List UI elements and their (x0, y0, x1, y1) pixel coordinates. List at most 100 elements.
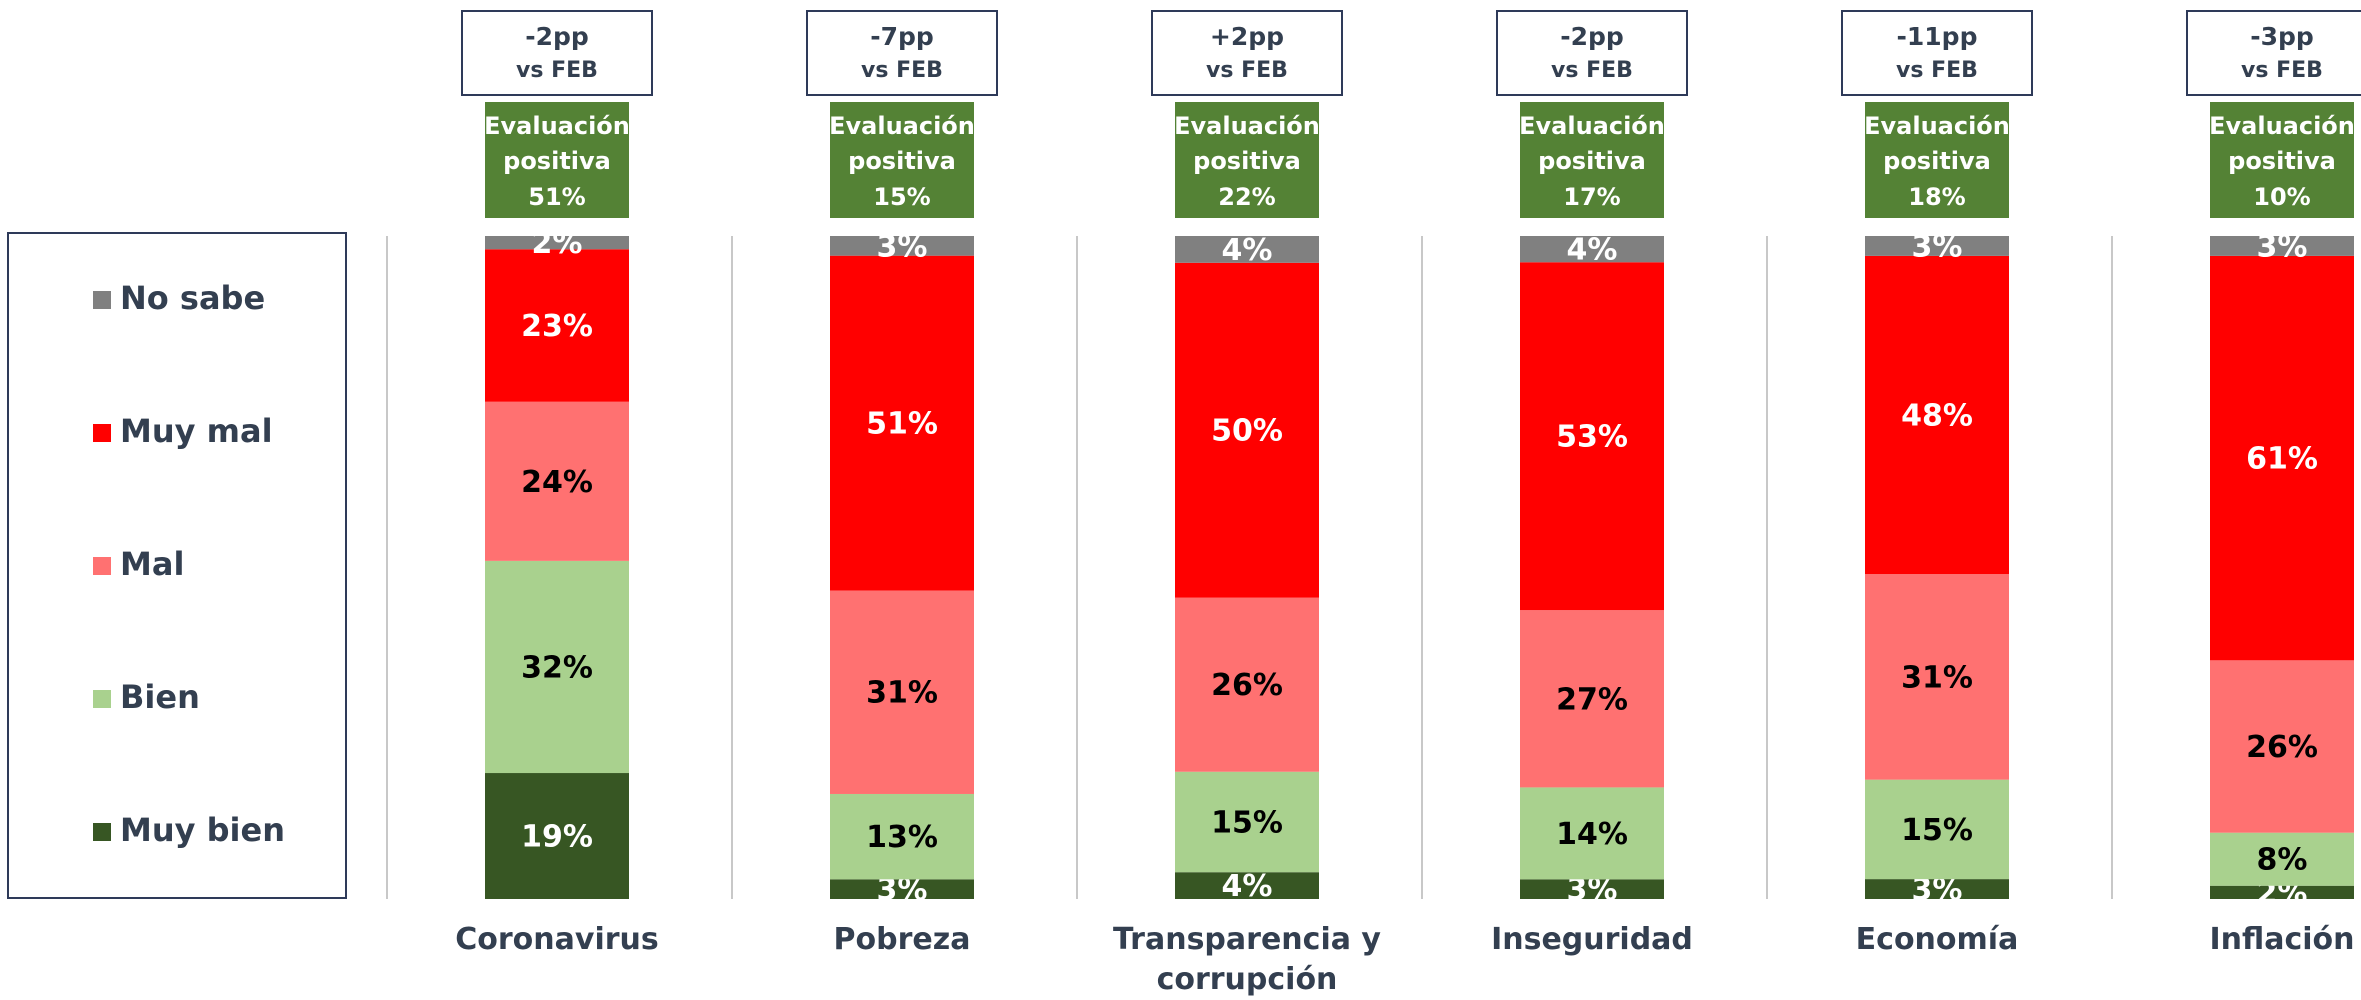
data-label: 14% (1556, 817, 1628, 852)
change-label: vs FEB (2241, 58, 2323, 83)
bar-segment (830, 793, 974, 880)
bar-segment (830, 236, 974, 256)
positive-label-line: Evaluación (1519, 112, 1665, 140)
positive-box (1865, 102, 2009, 218)
positive-label: Evaluación positiva (1864, 112, 2010, 175)
positive-label-line: positiva (1883, 147, 1991, 175)
data-label: 3% (1912, 229, 1963, 264)
data-label: 31% (866, 676, 938, 711)
change-label: vs FEB (1551, 58, 1633, 83)
x-tick-label: Economía (1855, 922, 2019, 957)
data-label: 3% (877, 229, 928, 264)
data-label: 23% (521, 309, 593, 344)
x-tick-label: Coronavirus (455, 922, 659, 957)
positive-box (1175, 102, 1319, 218)
bar-segment (1520, 262, 1664, 611)
x-tick-label: Inflación (2209, 922, 2355, 957)
positive-label-line: Evaluación (829, 112, 975, 140)
change-label: vs FEB (516, 58, 598, 83)
bar-segment (2210, 236, 2354, 256)
data-label: 53% (1556, 420, 1628, 455)
bar-segment (1520, 879, 1664, 899)
bar-segment (485, 236, 629, 250)
positive-value: 18% (1908, 183, 1965, 211)
data-label: 50% (1211, 414, 1283, 449)
positive-value: 17% (1563, 183, 1620, 211)
positive-label: Evaluación positiva (829, 112, 975, 175)
bar-segment (2210, 660, 2354, 833)
bar-segment (2210, 885, 2354, 899)
data-label: 32% (521, 650, 593, 685)
positive-label-line: Evaluación (1174, 112, 1320, 140)
bar-segment (485, 773, 629, 899)
positive-label-line: positiva (848, 147, 956, 175)
positive-label-line: positiva (1193, 147, 1301, 175)
data-label: 61% (2246, 442, 2318, 477)
x-tick-label: Inseguridad (1491, 922, 1693, 957)
bar-segment (485, 401, 629, 561)
data-label: 4% (1222, 233, 1273, 268)
positive-label: Evaluación positiva (2209, 112, 2355, 175)
legend-swatch (93, 823, 111, 841)
positive-value: 10% (2253, 183, 2310, 211)
change-box (806, 10, 998, 96)
data-label: 26% (2246, 730, 2318, 765)
bar-segment (1175, 597, 1319, 772)
positive-label-line: positiva (503, 147, 611, 175)
change-box (2186, 10, 2361, 96)
bar-segment (1865, 236, 2009, 256)
data-label: 31% (1901, 660, 1973, 695)
positive-label-line: positiva (2228, 147, 2336, 175)
positive-value: 15% (873, 183, 930, 211)
data-label: 8% (2257, 843, 2308, 878)
x-tick-label: Transparencia y corrupción (1113, 922, 1381, 997)
change-label: vs FEB (1206, 58, 1288, 83)
change-box (461, 10, 653, 96)
legend-label: Mal (120, 545, 184, 583)
bar-segment (830, 879, 974, 899)
legend-swatch (93, 690, 111, 708)
legend-box (7, 232, 347, 899)
data-label: 19% (521, 820, 593, 855)
positive-box (2210, 102, 2354, 218)
data-label: 15% (1901, 813, 1973, 848)
positive-label: Evaluación positiva (1519, 112, 1665, 175)
change-label: vs FEB (1896, 58, 1978, 83)
legend-swatch (93, 424, 111, 442)
bar-segment (2210, 255, 2354, 661)
positive-label-line: Evaluación (2209, 112, 2355, 140)
bar-segment (1175, 771, 1319, 873)
change-box (1496, 10, 1688, 96)
legend-label: Bien (120, 678, 200, 716)
positive-label: Evaluación positiva (1174, 112, 1320, 175)
positive-label-line: Evaluación (484, 112, 630, 140)
legend-swatch (93, 291, 111, 309)
bar-segment (2210, 832, 2354, 886)
positive-label-line: positiva (1538, 147, 1646, 175)
bar-segment (1175, 236, 1319, 263)
change-value: +2pp (1210, 22, 1284, 51)
bar-segment (1865, 574, 2009, 780)
change-label: vs FEB (861, 58, 943, 83)
data-label: 4% (1222, 869, 1273, 904)
change-value: -3pp (2250, 22, 2314, 51)
x-tick-label: Pobreza (833, 922, 971, 957)
positive-value: 51% (528, 183, 585, 211)
change-value: -2pp (525, 22, 589, 51)
data-label: 51% (866, 407, 938, 442)
bar-segment (485, 560, 629, 774)
change-value: -11pp (1897, 22, 1978, 51)
positive-box (1520, 102, 1664, 218)
positive-box (485, 102, 629, 218)
data-label: 15% (1211, 805, 1283, 840)
legend-label: Muy mal (120, 412, 273, 450)
data-label: 3% (2257, 229, 2308, 264)
data-label: 13% (866, 820, 938, 855)
positive-value: 22% (1218, 183, 1275, 211)
positive-label-line: Evaluación (1864, 112, 2010, 140)
change-box (1841, 10, 2033, 96)
bar-segment (1865, 779, 2009, 880)
bar-segment (1865, 255, 2009, 575)
legend-swatch (93, 557, 111, 575)
